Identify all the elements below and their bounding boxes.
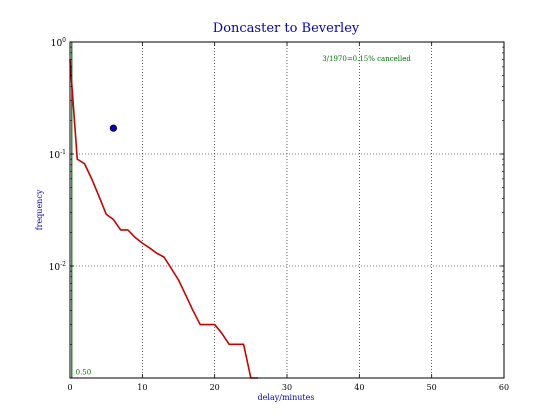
x-tick-label: 60 xyxy=(499,383,509,392)
y-tick-label: 100 xyxy=(51,37,66,49)
x-tick-label: 10 xyxy=(137,383,147,392)
x-tick-label: 50 xyxy=(427,383,437,392)
grid xyxy=(70,42,504,378)
x-tick-label: 0 xyxy=(67,383,72,392)
y-tick-label: 10-1 xyxy=(49,149,66,161)
delay-distribution-line xyxy=(69,59,259,379)
x-tick-label: 30 xyxy=(282,383,292,392)
x-tick-label: 40 xyxy=(354,383,364,392)
cancelled-annotation: 3/1970=0.15% cancelled xyxy=(322,55,411,63)
chart-title: Doncaster to Beverley xyxy=(213,21,360,36)
y-axis-label: frequency xyxy=(35,189,44,230)
median-marker-label: 0.50 xyxy=(76,369,92,377)
data-point xyxy=(109,124,118,132)
axis-ticks: 0 10 20 30 40 50 60 100 10-1 10-2 xyxy=(49,37,509,392)
x-axis-label: delay/minutes xyxy=(258,393,315,402)
plot-area xyxy=(69,42,259,379)
y-tick-label: 10-2 xyxy=(49,261,66,273)
x-tick-label: 20 xyxy=(210,383,220,392)
plot-frame xyxy=(69,41,505,379)
